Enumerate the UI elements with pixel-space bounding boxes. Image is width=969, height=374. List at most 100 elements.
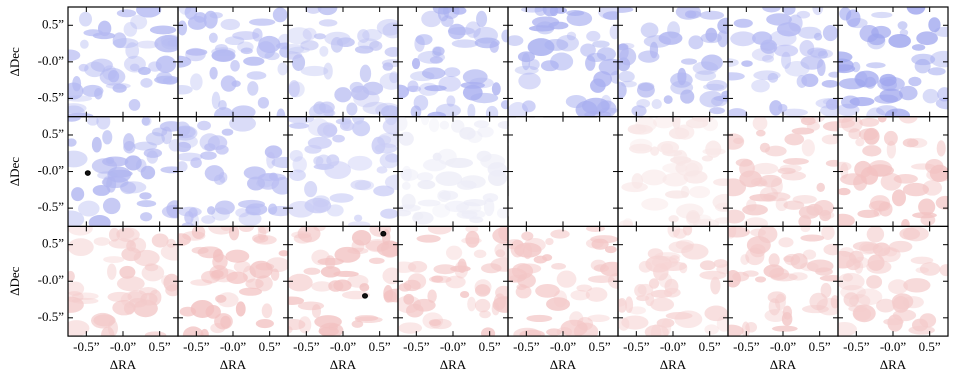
noise-blob: [459, 290, 470, 299]
noise-blob: [417, 199, 441, 207]
noise-blob: [699, 10, 725, 20]
noise-blob: [779, 164, 802, 173]
noise-blob: [500, 100, 508, 110]
noise-blob: [716, 264, 728, 275]
noise-blob: [799, 116, 825, 124]
noise-blob: [359, 64, 372, 83]
noise-blob: [238, 199, 266, 209]
noise-blob: [886, 140, 896, 159]
noise-blob: [887, 314, 903, 332]
noise-blob: [311, 281, 333, 292]
noise-blob: [508, 35, 524, 46]
x-tick-label: 0.5”: [809, 339, 831, 354]
noise-blob: [112, 38, 139, 49]
noise-blob: [527, 38, 555, 57]
noise-blob: [168, 139, 178, 152]
noise-blob: [252, 233, 269, 243]
noise-blob: [515, 285, 532, 299]
noise-blob: [328, 280, 344, 292]
noise-blob: [354, 315, 379, 322]
noise-blob: [585, 238, 604, 249]
panel: [178, 116, 288, 227]
noise-blob: [599, 261, 618, 277]
noise-blob: [607, 272, 618, 289]
noise-blob: [108, 227, 120, 242]
noise-blob: [315, 154, 332, 171]
noise-blob: [842, 273, 854, 282]
noise-blob: [270, 268, 280, 281]
noise-blob: [479, 310, 491, 319]
noise-blob: [775, 197, 788, 212]
noise-blob: [641, 169, 667, 186]
x-tick-label: -0.5”: [843, 339, 870, 354]
noise-blob: [144, 331, 167, 337]
panel: [68, 7, 178, 117]
noise-blob: [317, 257, 344, 266]
noise-blob: [903, 278, 931, 293]
noise-blob: [866, 62, 886, 69]
noise-blob: [762, 7, 781, 13]
noise-blob: [753, 70, 781, 81]
noise-blob: [852, 241, 879, 251]
noise-blob: [350, 85, 370, 101]
noise-blob: [68, 112, 94, 117]
panel: [398, 226, 508, 337]
noise-blob: [347, 155, 373, 171]
noise-blob: [898, 116, 918, 124]
noise-blob: [421, 10, 442, 28]
noise-blob: [783, 255, 795, 263]
noise-blob: [456, 180, 477, 190]
noise-blob: [860, 166, 879, 185]
noise-blob: [782, 158, 809, 165]
noise-blob: [431, 46, 442, 58]
noise-blob: [600, 94, 612, 111]
noise-blob: [139, 192, 152, 200]
noise-blob: [750, 228, 766, 237]
x-axis-label: ΔRA: [880, 357, 907, 372]
noise-blob: [907, 138, 928, 148]
noise-blob: [668, 215, 679, 223]
panel: [728, 7, 838, 117]
noise-blob: [876, 298, 896, 313]
noise-blob: [644, 324, 669, 337]
noise-blob: [629, 143, 653, 154]
noise-blob: [444, 67, 461, 78]
noise-blob: [473, 120, 489, 128]
noise-blob: [631, 105, 647, 117]
noise-blob: [288, 80, 300, 98]
noise-blob: [411, 57, 421, 70]
noise-blob: [288, 273, 313, 292]
noise-blob: [492, 227, 508, 244]
noise-blob: [828, 71, 838, 78]
panel: [398, 7, 508, 117]
noise-blob: [190, 157, 202, 169]
noise-blob: [586, 30, 601, 42]
noise-blob: [68, 116, 81, 122]
noise-blob: [688, 35, 704, 50]
noise-blob: [501, 29, 508, 43]
noise-blob: [268, 203, 278, 215]
noise-blob: [482, 193, 499, 203]
noise-blob: [523, 194, 549, 208]
noise-blob: [447, 26, 475, 36]
noise-blob: [462, 69, 488, 85]
noise-blob: [247, 81, 259, 96]
noise-blob: [821, 134, 838, 145]
noise-blob: [145, 132, 165, 146]
noise-blob: [761, 54, 774, 63]
noise-blob: [494, 242, 508, 259]
noise-blob: [140, 78, 153, 88]
noise-blob: [911, 44, 926, 51]
noise-blob: [728, 58, 739, 67]
noise-blob: [645, 293, 655, 307]
noise-blob: [225, 249, 250, 263]
noise-blob: [332, 134, 345, 143]
noise-blob: [376, 18, 398, 36]
noise-blob: [191, 226, 206, 240]
noise-blob: [525, 205, 536, 218]
noise-blob: [721, 90, 728, 98]
noise-blob: [329, 193, 354, 203]
noise-blob: [68, 296, 84, 313]
noise-blob: [897, 21, 908, 30]
noise-blob: [445, 157, 474, 169]
